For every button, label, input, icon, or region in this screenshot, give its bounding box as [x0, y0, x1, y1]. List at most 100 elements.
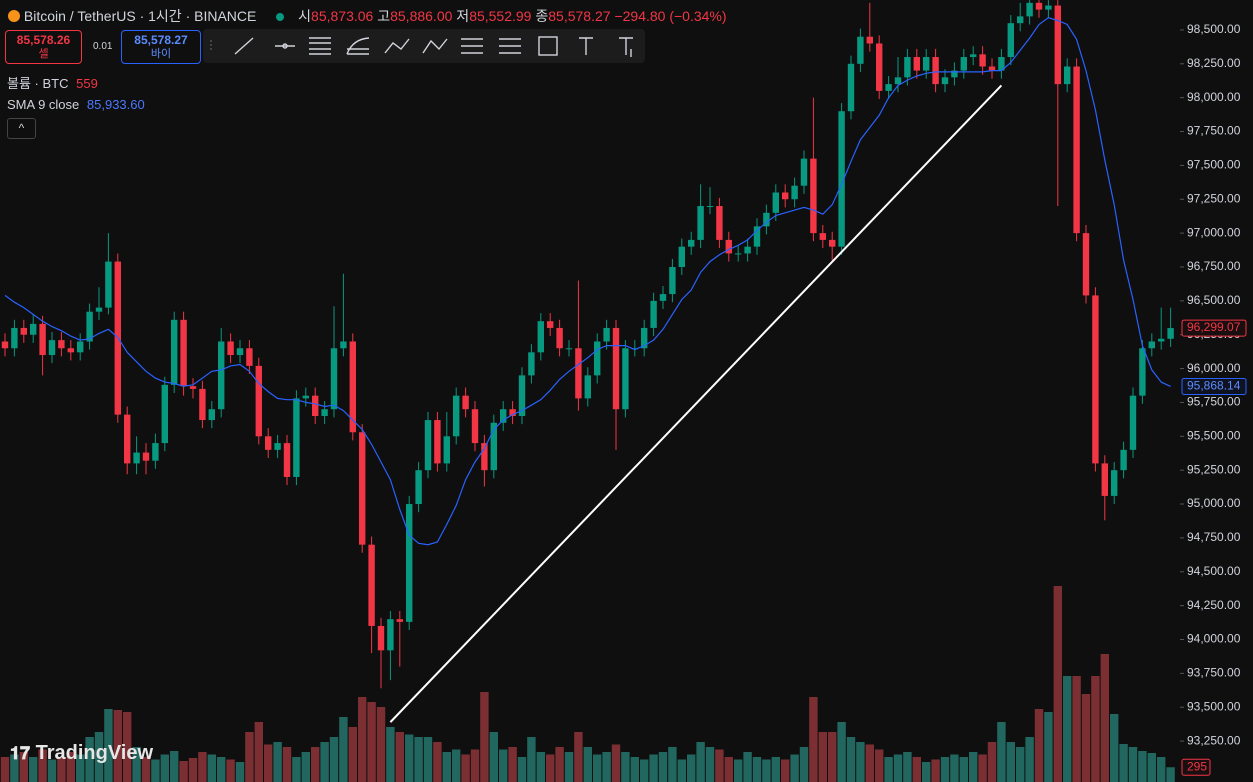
- candle-body: [678, 246, 685, 267]
- candle-body: [791, 185, 798, 200]
- candle-body: [970, 54, 977, 58]
- volume-bar: [997, 722, 1006, 782]
- candle-body: [565, 348, 573, 350]
- volume-bar: [611, 744, 621, 782]
- volume-bar: [602, 752, 611, 782]
- sell-button[interactable]: 85,578.26 셀: [5, 30, 82, 64]
- volume-bar: [1016, 747, 1025, 782]
- volume-legend: 볼륨 · BTC 559: [7, 73, 98, 92]
- volume-bar: [76, 754, 85, 782]
- volume-bar: [235, 762, 245, 782]
- volume-bar: [311, 747, 320, 782]
- volume-bar: [649, 754, 658, 782]
- volume-bar: [1100, 654, 1109, 782]
- volume-bar: [10, 754, 19, 782]
- volume-bar: [987, 742, 997, 782]
- change: −294.80 (−0.34%): [614, 8, 727, 24]
- volume-bar: [734, 759, 743, 782]
- volume-bar: [508, 747, 517, 782]
- volume-bar: [141, 757, 151, 782]
- symbol[interactable]: Bitcoin / TetherUS · 1시간 · BINANCE: [23, 8, 257, 24]
- volume-bar: [677, 759, 686, 782]
- volume-bar: [160, 754, 169, 782]
- volume-bar: [19, 752, 28, 782]
- volume-bar: [1006, 742, 1015, 782]
- candle-body: [669, 266, 676, 295]
- candle-body: [171, 319, 178, 385]
- candle-body: [424, 420, 432, 471]
- c-label: 종: [535, 8, 549, 24]
- candle-body: [124, 414, 131, 464]
- y-tick-label: 97,250.00: [1187, 191, 1241, 205]
- volume-bar: [245, 732, 254, 782]
- candle-body: [847, 63, 855, 112]
- candle-body: [321, 409, 328, 416]
- y-tick-label: 98,000.00: [1187, 90, 1241, 104]
- volume-legend-value: 559: [76, 76, 98, 91]
- volume-bar: [358, 697, 367, 782]
- candle-body: [152, 443, 159, 461]
- candle-body: [462, 395, 469, 410]
- sma-legend-value: 85,933.60: [86, 97, 145, 112]
- tool-icons[interactable]: [210, 36, 633, 57]
- candle-body: [1007, 23, 1014, 58]
- candle-body: [1111, 470, 1118, 496]
- candle-body: [998, 57, 1005, 71]
- volume-bar: [536, 752, 545, 782]
- btc-icon: [8, 10, 20, 22]
- volume-bar: [893, 754, 903, 782]
- candle-body: [142, 452, 150, 461]
- volume-bar: [423, 737, 433, 782]
- candle-body: [246, 348, 253, 366]
- volume-bar: [414, 737, 423, 782]
- volume-bar: [1091, 676, 1100, 782]
- sma-legend-label: SMA 9 close: [7, 97, 80, 112]
- candle-body: [293, 398, 300, 477]
- volume-bar: [969, 752, 978, 782]
- volume-bar: [282, 747, 292, 782]
- volume-bar: [828, 732, 837, 782]
- candle-body: [415, 470, 422, 505]
- volume-bar: [574, 732, 583, 782]
- volume-bar: [0, 757, 10, 782]
- status-dot: [276, 13, 285, 21]
- volume-bar: [433, 742, 442, 782]
- volume-bar: [1044, 712, 1053, 782]
- y-tick-label: 98,500.00: [1187, 22, 1241, 36]
- candle-body: [227, 341, 234, 356]
- y-tick-label: 97,000.00: [1187, 225, 1241, 239]
- volume-bar: [1166, 767, 1175, 782]
- candle-body: [443, 436, 450, 464]
- volume-bar: [715, 749, 724, 782]
- candle-body: [885, 84, 892, 91]
- volume-bar: [217, 757, 226, 782]
- collapse-button[interactable]: ^: [7, 118, 36, 139]
- volume-bar: [658, 752, 668, 782]
- volume-bar: [818, 732, 827, 782]
- volume-bar: [320, 742, 329, 782]
- volume-bar: [339, 717, 348, 782]
- candle-body: [1167, 328, 1174, 339]
- candle-body: [509, 409, 516, 416]
- candle-body: [1045, 5, 1052, 10]
- candle-body: [894, 77, 902, 85]
- drawing-toolbar: [203, 29, 645, 63]
- candle-body: [133, 452, 140, 464]
- spread: 0.01: [93, 41, 113, 52]
- buy-button[interactable]: 85,578.27 바이: [121, 30, 201, 64]
- volume-bar: [188, 758, 198, 782]
- y-tick-label: 96,500.00: [1187, 293, 1241, 307]
- volume-bar: [442, 752, 451, 782]
- candle-body: [406, 504, 413, 622]
- candle-body: [876, 43, 883, 91]
- volume-bar: [170, 751, 179, 782]
- y-tick-label: 95,750.00: [1187, 395, 1241, 409]
- volume-bar: [405, 734, 414, 782]
- candle-body: [641, 327, 648, 349]
- volume-bar: [922, 762, 931, 782]
- volume-bar: [790, 754, 799, 782]
- candle-body: [39, 323, 46, 356]
- volume-bar: [865, 744, 874, 782]
- volume-bar: [489, 732, 498, 782]
- volume-bar: [771, 757, 780, 782]
